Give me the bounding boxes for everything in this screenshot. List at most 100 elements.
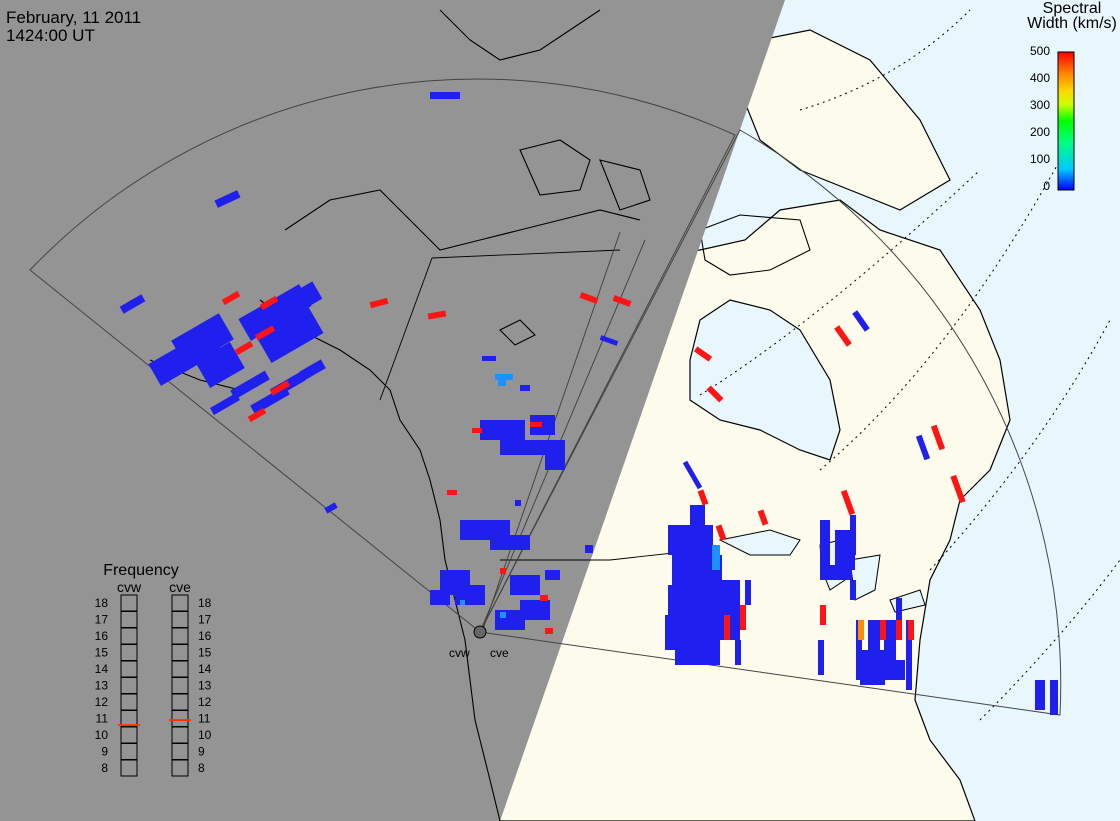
echo-cell bbox=[254, 325, 276, 341]
frequency-scale-label: 11 bbox=[198, 712, 211, 726]
echo-cell bbox=[490, 535, 530, 550]
frequency-scale-label: 10 bbox=[95, 728, 109, 742]
colorbar-title-line1: Spectral bbox=[1043, 0, 1102, 17]
echo-cell bbox=[612, 295, 632, 307]
colorbar bbox=[1057, 51, 1075, 191]
echo-cell bbox=[545, 455, 565, 461]
echo-cell bbox=[858, 620, 864, 640]
frequency-cell bbox=[120, 759, 138, 777]
frequency-label-cve: cve bbox=[169, 579, 191, 595]
echo-cell bbox=[599, 335, 619, 346]
echo-cell bbox=[480, 420, 525, 440]
echo-cell bbox=[1035, 680, 1045, 710]
echo-cell bbox=[757, 509, 769, 526]
echo-cell bbox=[247, 407, 267, 423]
frequency-panel: Frequency cvw cve 18 17 16 15 14 13 12 11 10 9 8 18… bbox=[95, 562, 212, 777]
header-time: 1424:00 UT bbox=[6, 26, 95, 45]
echo-cell bbox=[682, 460, 703, 490]
echo-cell bbox=[540, 595, 548, 601]
frequency-cell bbox=[171, 759, 189, 777]
echo-cell bbox=[447, 490, 457, 495]
frequency-scale-label: 12 bbox=[95, 695, 109, 709]
echo-cell bbox=[234, 340, 254, 356]
echo-cell bbox=[210, 393, 240, 415]
echo-cell bbox=[697, 489, 709, 506]
echo-cell bbox=[545, 570, 560, 580]
echo-cell bbox=[500, 568, 506, 574]
night-region bbox=[0, 0, 785, 821]
echo-cell bbox=[498, 380, 506, 386]
echo-cell bbox=[430, 590, 450, 605]
frequency-scale-label: 9 bbox=[198, 745, 205, 759]
echo-cell bbox=[675, 640, 720, 665]
echo-cell bbox=[930, 424, 946, 451]
echo-cell bbox=[735, 640, 741, 665]
backscatter-echoes bbox=[119, 92, 1058, 715]
echo-cell bbox=[195, 342, 245, 388]
echo-cell bbox=[427, 310, 447, 320]
echo-cell bbox=[908, 620, 914, 640]
echo-cell bbox=[299, 359, 326, 381]
echo-cell bbox=[740, 605, 746, 630]
echo-cell bbox=[530, 415, 555, 435]
echo-cell bbox=[520, 385, 530, 391]
echo-cell bbox=[277, 281, 323, 319]
echo-cell bbox=[880, 620, 886, 640]
echo-cell bbox=[259, 295, 279, 311]
echo-cell bbox=[690, 505, 705, 525]
echo-cell bbox=[850, 580, 856, 600]
echo-cell bbox=[852, 310, 870, 332]
echo-cell bbox=[369, 297, 389, 309]
header-date: February, 11 2011 bbox=[6, 8, 142, 27]
echo-cell bbox=[950, 474, 966, 504]
echo-cell bbox=[700, 580, 740, 610]
echo-cell bbox=[515, 500, 521, 506]
colorbar-ticks: 500 400 300 200 100 0 bbox=[1030, 44, 1050, 193]
echo-cell bbox=[495, 610, 525, 630]
echo-cell bbox=[1050, 680, 1058, 715]
frequency-scale-label: 8 bbox=[198, 761, 205, 775]
colorbar-title-line2: Width (km/s) bbox=[1027, 15, 1117, 32]
frequency-scale-label: 14 bbox=[198, 662, 212, 676]
echo-cell bbox=[455, 585, 485, 605]
echo-cell bbox=[171, 313, 234, 367]
echo-cell bbox=[860, 650, 885, 685]
echo-cell bbox=[856, 620, 862, 680]
echo-cell bbox=[896, 620, 902, 640]
echo-cell bbox=[693, 346, 713, 362]
echo-cell bbox=[256, 307, 324, 363]
colorbar-tick: 500 bbox=[1030, 44, 1050, 58]
echo-cell bbox=[545, 628, 553, 634]
echo-cell bbox=[715, 524, 727, 541]
echo-cell bbox=[668, 525, 713, 555]
echo-cell bbox=[827, 565, 852, 580]
echo-cell bbox=[579, 292, 599, 304]
frequency-scale-label: 14 bbox=[95, 662, 109, 676]
echo-cell bbox=[724, 615, 730, 640]
frequency-scale-label: 11 bbox=[96, 712, 109, 726]
frequency-scale-label: 16 bbox=[198, 629, 212, 643]
echo-cell bbox=[500, 612, 506, 618]
echo-cell bbox=[460, 600, 465, 605]
colorbar-tick: 400 bbox=[1030, 71, 1050, 85]
echo-cell bbox=[520, 600, 550, 620]
colorbar-tick: 200 bbox=[1030, 125, 1050, 139]
echo-cell bbox=[906, 620, 912, 690]
echo-cell bbox=[890, 660, 905, 680]
land-night-outlines bbox=[149, 9, 651, 821]
echo-cell bbox=[818, 640, 824, 675]
colorbar-tick: 0 bbox=[1043, 179, 1050, 193]
echo-cell bbox=[896, 598, 902, 638]
echo-cell bbox=[430, 92, 460, 99]
frequency-label-cvw: cvw bbox=[117, 579, 142, 595]
frequency-scale-label: 15 bbox=[95, 646, 109, 660]
grid-lines bbox=[699, 9, 1120, 721]
echo-cell bbox=[706, 385, 724, 403]
colorbar-tick: 300 bbox=[1030, 98, 1050, 112]
frequency-scale-label: 18 bbox=[95, 596, 109, 610]
colorbar-tick: 100 bbox=[1030, 152, 1050, 166]
echo-cell bbox=[230, 370, 270, 400]
radar-label-cve: cve bbox=[490, 646, 509, 660]
